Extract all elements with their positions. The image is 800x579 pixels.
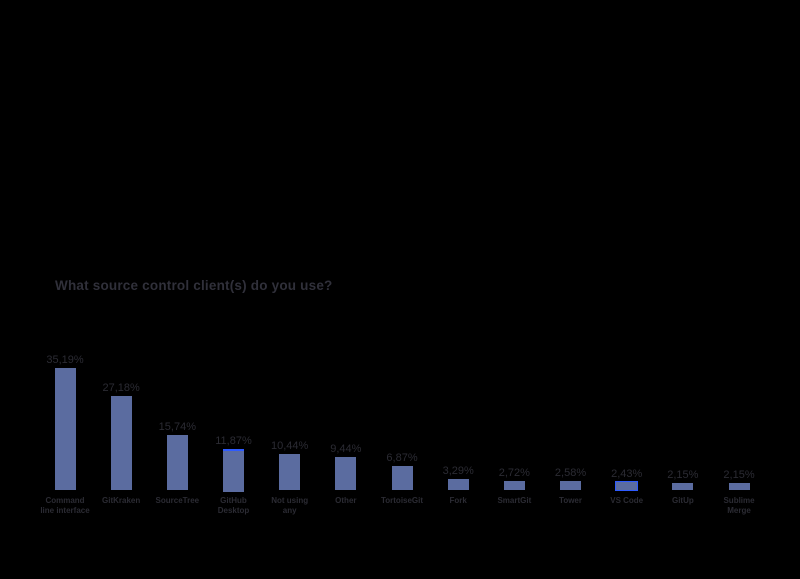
x-axis-label: SmartGit — [497, 496, 532, 505]
bar-not-using-any — [279, 454, 301, 490]
x-axis-label: GitUp — [671, 496, 694, 505]
x-axis-label: Fork — [449, 496, 467, 505]
bar-github-desktop — [223, 449, 244, 492]
bar-value-label: 3,29% — [442, 465, 474, 477]
x-axis-label: TortoiseGit — [380, 496, 424, 505]
bar-smartgit — [503, 481, 525, 490]
bar-tortoisegit — [391, 466, 413, 490]
bar-value-label: 11,87% — [215, 435, 252, 447]
bar-value-label: 2,15% — [667, 469, 699, 481]
bar-value-label: 35,19% — [46, 354, 84, 366]
bar-other — [335, 457, 357, 490]
bar-vs-code — [615, 481, 639, 491]
x-axis-label: Command line interface — [40, 496, 90, 516]
x-axis-label: SourceTree — [155, 496, 200, 505]
x-axis-label: GitKraken — [102, 496, 141, 505]
bar-value-label: 2,72% — [498, 467, 530, 479]
chart-title: What source control client(s) do you use… — [55, 278, 333, 293]
bar-value-label: 2,15% — [723, 469, 755, 481]
bar-tower — [560, 481, 582, 490]
bar-value-label: 15,74% — [158, 421, 196, 433]
bar-value-label: 6,87% — [386, 452, 418, 464]
bar-value-label: 2,43% — [611, 468, 643, 480]
x-axis-label: GitHub Desktop — [217, 496, 250, 516]
bar-value-label: 27,18% — [102, 382, 140, 394]
bar-gitup — [672, 483, 694, 490]
bar-command-line-interface — [54, 368, 76, 490]
bar-value-label: 10,44% — [271, 440, 309, 452]
bar-sourcetree — [166, 435, 188, 490]
bar-value-label: 2,58% — [554, 467, 587, 479]
x-axis-label: Tower — [559, 496, 582, 505]
x-axis-label: Other — [335, 496, 357, 505]
x-axis-label: VS Code — [610, 496, 644, 505]
x-axis-label: Not using any — [271, 496, 309, 516]
x-axis-label: Sublime Merge — [723, 496, 755, 516]
bar-sublime-merge — [728, 483, 750, 490]
bar-value-label: 9,44% — [330, 443, 362, 455]
bar-fork — [447, 479, 469, 490]
bar-gitkraken — [110, 396, 132, 490]
